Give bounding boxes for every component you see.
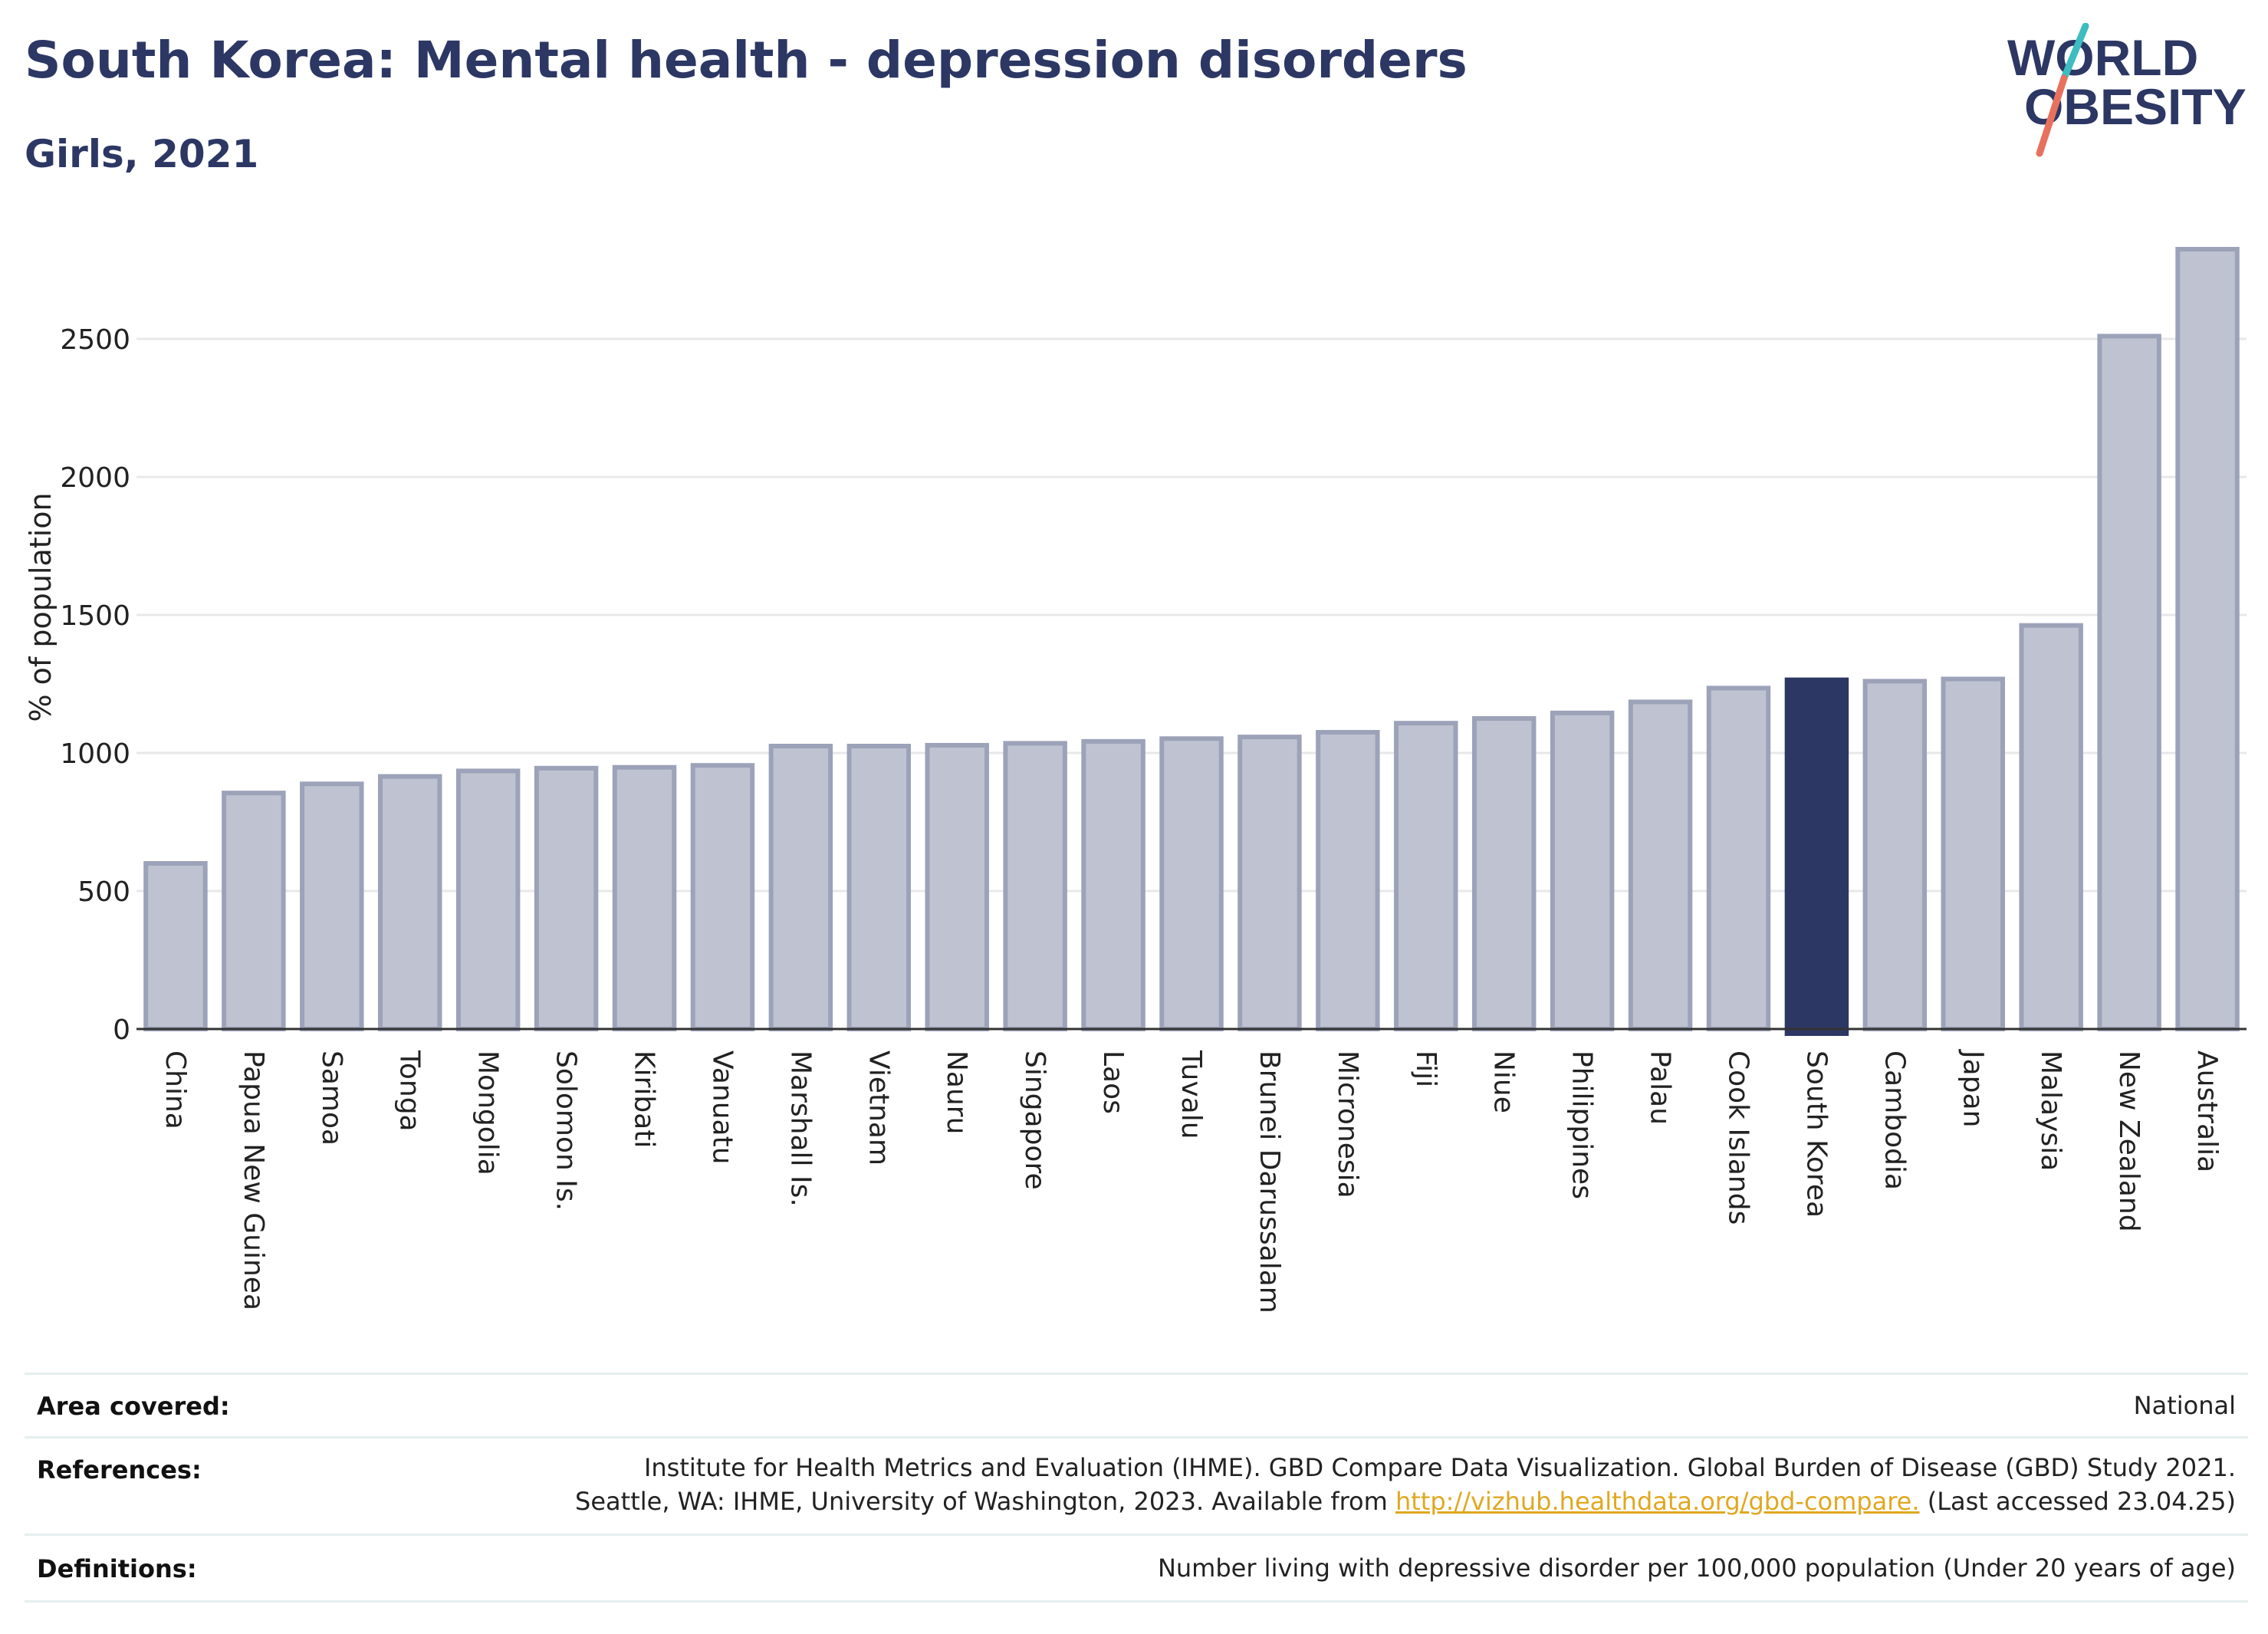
x-tick-label: Cook Islands [1722,1050,1754,1225]
world-obesity-logo: WORLD OBESITY [2007,23,2247,157]
info-table: Area covered: National References: Insti… [25,1373,2248,1603]
bar-new-zealand [2097,334,2161,1031]
y-tick-label: 1000 [60,738,130,770]
definitions-value: Number living with depressive disorder p… [1157,1553,2236,1583]
y-tick-label: 500 [77,876,130,908]
x-tick-label: Samoa [316,1050,347,1146]
bar-micronesia [1316,730,1380,1031]
references-label: References: [37,1455,202,1484]
bar-chart: 0 500 1000 1500 2000 2500 China Papua New Guin… [24,247,2247,1313]
bar-japan [1941,676,2005,1032]
x-tick-label: Cambodia [1878,1050,1910,1190]
references-line2: Seattle, WA: IHME, University of Washing… [25,1484,2236,1518]
bar-tonga [378,774,442,1031]
bar-tuvalu [1159,736,1224,1032]
x-tick-label: Laos [1097,1050,1129,1114]
references-value: Institute for Health Metrics and Evaluat… [25,1438,2248,1518]
bar-kiribati [612,764,677,1031]
x-tick-label: Marshall Is. [784,1050,816,1207]
x-tick-label: Nauru [941,1050,972,1134]
logo-word-world: WORLD [2007,29,2198,86]
bar-brunei-darussalam [1238,735,1302,1031]
x-tick-label: Micronesia [1332,1050,1363,1198]
info-row-area: Area covered: National [25,1373,2248,1436]
references-line1: Institute for Health Metrics and Evaluat… [643,1453,2236,1482]
bar-cook-islands [1706,685,1771,1032]
x-tick-label: Singapore [1019,1050,1050,1190]
x-tick-label: Kiribati [629,1050,660,1148]
x-tick-label: Papua New Guinea [238,1050,269,1310]
bar-philippines [1550,710,1615,1031]
x-tick-labels: China Papua New Guinea Samoa Tonga Mongolia S… [159,1049,2223,1313]
y-axis-label: % of population [24,492,58,722]
x-tick-label: Malaysia [2035,1050,2066,1171]
y-tick-label: 2000 [60,462,130,494]
bar-malaysia [2019,623,2083,1031]
bar-solomon-is [534,765,599,1031]
references-line2-pre: Seattle, WA: IHME, University of Washing… [575,1487,1395,1516]
y-tick-labels: 0 500 1000 1500 2000 2500 [60,324,130,1046]
x-tick-label: Palau [1645,1050,1676,1125]
bar-papua-new-guinea [222,791,286,1031]
logo-slash-bottom [2036,74,2068,157]
y-tick-label: 0 [113,1014,130,1046]
bar-vietnam [846,744,912,1031]
x-tick-label: Tuvalu [1175,1050,1207,1139]
logo-slash-top [2060,23,2089,82]
y-tick-label: 1500 [60,600,130,632]
bar-fiji [1394,721,1458,1031]
bars [143,247,2240,1036]
bar-samoa [300,781,364,1031]
chart-subtitle: Girls, 2021 [25,132,259,176]
x-tick-label: Solomon Is. [551,1050,582,1211]
x-tick-label: China [159,1050,191,1129]
x-tick-label: South Korea [1800,1050,1832,1218]
x-tick-label: Vanuatu [706,1050,738,1165]
bar-marshall-is [768,744,833,1031]
chart-title: South Korea: Mental health - depression … [25,31,1468,90]
bar-south-korea [1784,677,1849,1036]
x-tick-label: Mongolia [472,1050,504,1175]
bar-singapore [1003,741,1067,1032]
info-row-references: References: Institute for Health Metrics… [25,1436,2248,1534]
bar-nauru [925,742,989,1031]
info-row-definitions: Definitions: Number living with depressi… [25,1534,2248,1603]
x-tick-label: New Zealand [2113,1050,2145,1232]
area-label: Area covered: [37,1392,230,1421]
bar-china [143,861,208,1031]
references-line2-post: (Last accessed 23.04.25) [1919,1487,2236,1516]
bar-laos [1081,738,1146,1031]
x-tick-label: Niue [1488,1050,1520,1113]
x-tick-label: Philippines [1566,1050,1598,1199]
definitions-label: Definitions: [37,1554,197,1583]
bar-vanuatu [690,763,755,1031]
bar-australia [2175,247,2240,1031]
y-tick-label: 2500 [60,324,130,356]
x-tick-label: Brunei Darussalam [1254,1050,1285,1313]
bar-mongolia [455,768,521,1032]
x-tick-label: Australia [2191,1050,2223,1172]
x-tick-label: Japan [1957,1049,1988,1127]
x-tick-label: Fiji [1410,1050,1441,1087]
bar-niue [1471,716,1537,1031]
x-tick-label: Tonga [394,1050,426,1132]
bar-palau [1628,699,1693,1032]
x-tick-label: Vietnam [863,1050,894,1165]
bar-cambodia [1862,679,1928,1032]
area-value: National [2133,1391,2236,1420]
references-link[interactable]: http://vizhub.healthdata.org/gbd-compare… [1395,1487,1920,1516]
